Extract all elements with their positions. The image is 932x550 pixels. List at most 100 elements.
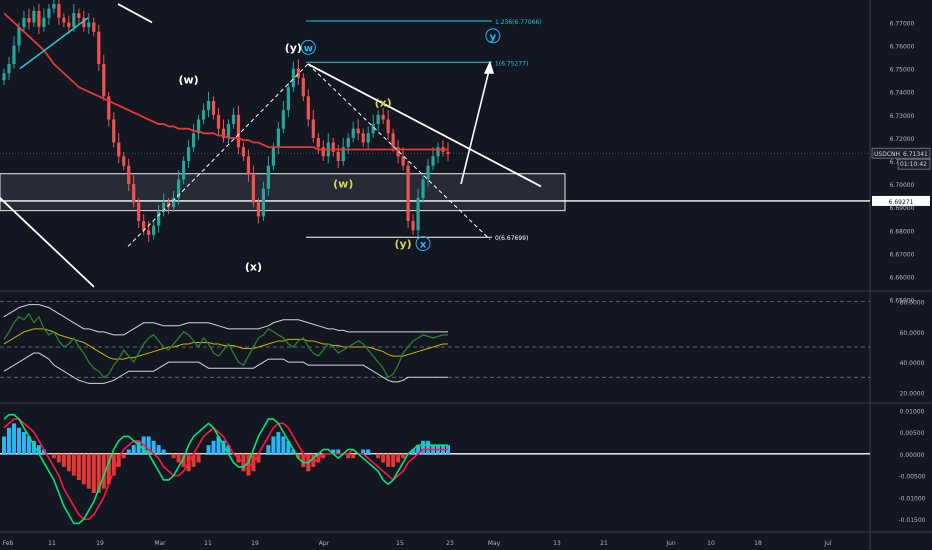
- candle-body: [57, 4, 61, 18]
- macd-histogram-bar: [61, 453, 66, 467]
- macd-histogram-bar: [76, 453, 81, 480]
- price-axis[interactable]: 6.77000 6.76000 6.75000 6.74000 6.73000 6.720…: [871, 20, 931, 305]
- time-tick-label: May: [488, 540, 501, 547]
- wave-dashed-down: [307, 63, 491, 240]
- wave-dashed-up: [127, 63, 309, 247]
- candle-body: [261, 188, 266, 217]
- price-tick-label: 6.66000: [890, 274, 915, 281]
- candle-body: [181, 161, 186, 180]
- wave-label: (w): [333, 178, 353, 191]
- candle-body: [436, 147, 440, 157]
- candle-body: [351, 128, 355, 138]
- time-tick-label: Jun: [665, 540, 676, 547]
- macd-histogram-bar: [161, 449, 166, 454]
- macd-pane[interactable]: [0, 413, 870, 525]
- macd-histogram-bar: [261, 453, 266, 455]
- macd-histogram-bar: [2, 436, 6, 454]
- candle-body: [77, 13, 81, 18]
- macd-histogram-bar: [291, 449, 296, 454]
- candle-body: [47, 8, 51, 18]
- macd-histogram-bar: [56, 453, 61, 463]
- macd-tick-label: 0.00500: [900, 430, 925, 437]
- candle-body: [266, 165, 271, 189]
- candle-body: [446, 151, 450, 155]
- macd-histogram-bar: [401, 453, 406, 459]
- macd-histogram-bar: [301, 453, 306, 467]
- macd-histogram-bar: [296, 453, 301, 459]
- candle-body: [112, 119, 116, 143]
- candle-body: [2, 73, 6, 81]
- macd-histogram-bar: [211, 440, 216, 454]
- time-tick-label: 11: [48, 540, 56, 547]
- macd-histogram-bar: [266, 445, 271, 454]
- time-tick-label: Apr: [319, 540, 330, 547]
- candle-body: [52, 4, 56, 9]
- time-tick-label: Feb: [3, 540, 14, 547]
- countdown-tag: [897, 158, 931, 170]
- wave-label: (x): [245, 261, 262, 274]
- macd-histogram-bar: [256, 453, 261, 463]
- rsi-axis[interactable]: 80.0000 60.0000 40.0000 20.0000: [900, 300, 925, 398]
- candle-body: [157, 211, 161, 226]
- macd-histogram-bar: [46, 453, 51, 455]
- time-tick-label: 21: [600, 540, 608, 547]
- time-tick-label: 13: [553, 540, 561, 547]
- candle-body: [371, 124, 375, 134]
- macd-histogram-bar: [346, 453, 351, 459]
- fib-level-label: 1.236(6.77066): [495, 19, 542, 26]
- candle-body: [331, 142, 335, 152]
- macd-histogram-bar: [246, 453, 251, 476]
- candle-body: [132, 184, 136, 203]
- macd-histogram-bar: [361, 449, 366, 454]
- macd-tick-label: 0.00000: [900, 452, 925, 459]
- time-axis[interactable]: Feb 11 19 Mar 11 19 Apr 15 23 May 13 21 Jun 10 18 Jul: [3, 540, 832, 547]
- rsi-bollinger-lower: [3, 352, 448, 384]
- rsi-pane[interactable]: [0, 301, 870, 384]
- rsi-tick-label: 20.0000: [900, 390, 925, 397]
- candle-body: [396, 147, 400, 157]
- macd-histogram-bar: [366, 449, 371, 454]
- macd-histogram-bar: [101, 453, 106, 489]
- time-tick-label: 10: [707, 540, 715, 547]
- macd-histogram-bar: [391, 453, 396, 467]
- candle-body: [271, 147, 275, 166]
- candle-body: [152, 225, 156, 235]
- time-tick-label: 11: [204, 540, 212, 547]
- macd-histogram-bar: [31, 440, 36, 454]
- macd-histogram-bar: [166, 453, 171, 455]
- macd-histogram-bar: [321, 453, 326, 459]
- wave-label: y: [490, 32, 497, 43]
- macd-histogram-bar: [286, 440, 291, 454]
- candle-body: [87, 22, 91, 28]
- candle-body: [431, 156, 435, 166]
- candle-body: [421, 179, 425, 198]
- trend-line-top: [117, 3, 153, 24]
- macd-histogram-bar: [151, 440, 156, 454]
- candle-body: [376, 114, 380, 125]
- price-tick-label: 6.70000: [890, 182, 915, 189]
- rsi-moving-average: [3, 328, 448, 360]
- candle-body: [62, 17, 66, 23]
- wave-label: (y): [394, 238, 411, 251]
- macd-histogram-bar: [271, 436, 276, 454]
- macd-histogram-bar: [421, 440, 426, 454]
- rsi-bollinger-upper: [3, 304, 448, 336]
- time-tick-label: Jul: [823, 540, 832, 547]
- wave-label-circle: [415, 236, 431, 252]
- candle-body: [117, 142, 121, 157]
- resistance-trend-line: [307, 63, 542, 188]
- candle-body: [226, 124, 231, 138]
- wave-label: x: [420, 240, 427, 251]
- wave-label: w: [304, 43, 313, 54]
- candle-body: [361, 133, 365, 143]
- candle-body: [386, 119, 390, 134]
- price-tick-label: 6.68000: [890, 228, 915, 235]
- macd-axis[interactable]: 0.01000 0.00500 0.00000 -0.00500 -0.01000 -0.…: [899, 408, 926, 524]
- price-pane[interactable]: 1.236(6.77066) 1(6.75277) 0(6.67699) (w) (x)…: [0, 0, 870, 288]
- candle-body: [82, 17, 86, 28]
- candle-body: [201, 110, 206, 120]
- candle-body: [221, 128, 226, 138]
- macd-histogram-bar: [11, 423, 16, 454]
